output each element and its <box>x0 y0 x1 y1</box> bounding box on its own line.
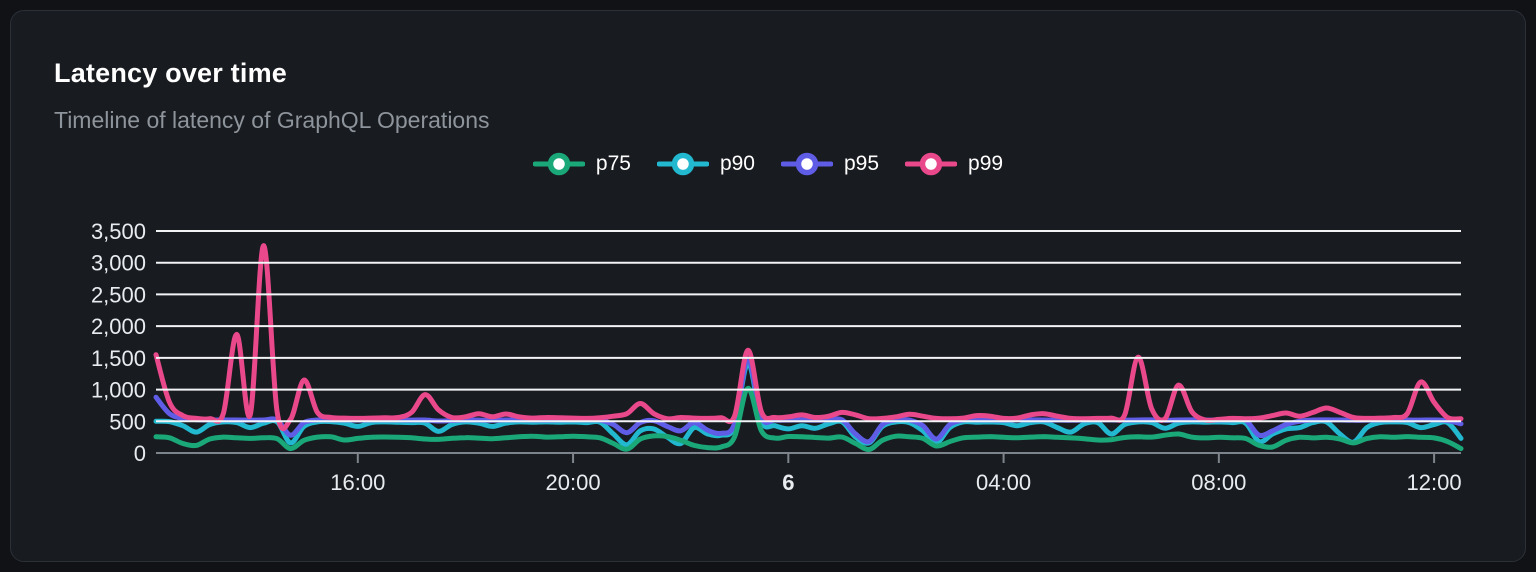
legend-marker-p99-icon <box>905 152 958 176</box>
chart-legend: p75 p90 p95 p99 <box>11 151 1525 177</box>
page-title: Latency over time <box>54 58 287 88</box>
y-tick-label: 2,000 <box>91 314 146 339</box>
y-tick-label: 3,500 <box>91 219 146 244</box>
legend-label: p95 <box>844 152 880 175</box>
legend-item-p75[interactable]: p75 <box>532 151 631 177</box>
series-p75-line <box>153 385 1464 453</box>
latency-card: Latency over time Timeline of latency of… <box>10 10 1526 562</box>
legend-marker-p90-icon <box>656 152 709 176</box>
y-tick-label: 1,000 <box>91 378 146 403</box>
x-tick-label: 6 <box>782 470 794 495</box>
series-p99-line <box>153 243 1464 431</box>
legend-marker-p95-icon <box>781 152 833 176</box>
legend-label: p99 <box>968 152 1004 175</box>
x-tick-label: 08:00 <box>1191 470 1246 495</box>
legend-marker-p75-icon <box>532 152 585 176</box>
legend-item-p90[interactable]: p90 <box>656 151 755 177</box>
x-tick-label: 12:00 <box>1407 470 1462 495</box>
y-tick-label: 3,000 <box>91 251 146 276</box>
legend-label: p90 <box>719 152 755 175</box>
legend-item-p95[interactable]: p95 <box>781 151 879 177</box>
legend-item-p99[interactable]: p99 <box>905 151 1003 177</box>
chart-subtitle: Timeline of latency of GraphQL Operation… <box>54 107 490 133</box>
legend-label: p75 <box>595 152 631 175</box>
latency-chart[interactable]: 0 500 1,000 1,500 2,000 2,500 3,000 3,500 16:00 2… <box>11 11 1527 563</box>
x-tick-label: 20:00 <box>546 470 601 495</box>
y-tick-label: 500 <box>109 409 146 434</box>
y-tick-label: 1,500 <box>91 346 146 371</box>
y-tick-label: 2,500 <box>91 282 146 307</box>
x-tick-label: 16:00 <box>330 470 385 495</box>
y-tick-label: 0 <box>134 441 146 466</box>
x-tick-label: 04:00 <box>976 470 1031 495</box>
